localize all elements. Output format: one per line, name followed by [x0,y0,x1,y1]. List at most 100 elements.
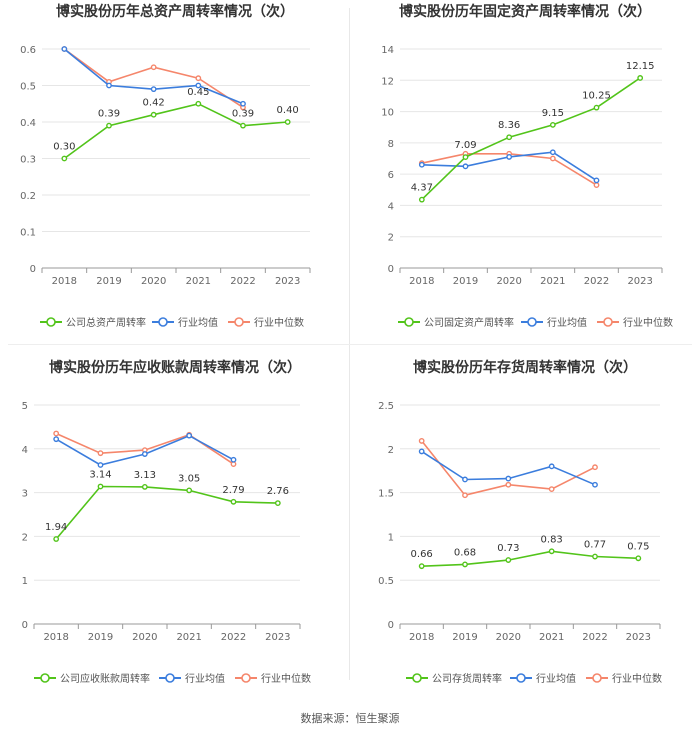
legend-item-industry_median: 行业中位数 [228,316,304,329]
data-label: 0.30 [53,142,75,153]
y-tick-label: 0.2 [20,191,36,202]
data-point-industry_median [462,492,468,499]
x-tick-label: 2022 [582,632,607,643]
x-tick-label: 2022 [230,276,255,287]
legend-label: 公司固定资产周转率 [424,316,514,329]
data-point-industry_avg [97,462,104,468]
data-label: 3.05 [178,473,200,484]
legend-marker [40,673,50,683]
chart-total-asset-turnover: 博实股份历年总资产周转率情况（次） 0 0.1 0.2 0.3 0.4 0.5 0.6 2018… [20,3,311,329]
data-label: 0.73 [497,543,519,554]
legend-label: 行业中位数 [261,672,311,685]
data-label: 0.77 [584,540,606,551]
data-point-company [506,134,513,141]
series-line-company [421,77,641,201]
x-tick-label: 2019 [453,276,478,287]
y-tick-label: 2 [22,532,28,543]
data-point-industry_median [418,438,425,444]
data-point-industry_avg [186,432,193,439]
data-point-company [61,155,68,162]
x-tick-label: 2023 [627,276,652,287]
legend-marker [592,673,602,683]
x-tick-label: 2021 [539,632,564,643]
data-source: 数据来源：恒生聚源 [300,712,400,725]
y-tick-label: 14 [381,45,394,56]
data-label: 9.15 [542,108,564,119]
x-tick-label: 2023 [265,632,290,643]
data-point-industry_avg [548,463,555,470]
data-point-industry_avg [61,46,68,52]
data-point-industry_median [150,64,157,71]
legend-label: 公司应收账款周转率 [60,672,150,685]
y-tick-label: 0.3 [20,155,36,166]
data-point-industry_avg [230,456,237,463]
y-tick-label: 2 [388,233,394,244]
y-tick-label: 3 [22,489,28,500]
data-point-industry_avg [593,177,600,184]
data-label: 0.39 [232,109,254,120]
x-tick-label: 2020 [496,632,521,643]
series-line-company [63,102,288,160]
legend-item-company: 公司固定资产周转率 [398,316,514,329]
data-point-company [418,196,425,203]
legend-label: 公司存货周转率 [432,672,502,685]
data-point-industry_avg [505,475,512,482]
legend-item-company: 公司应收账款周转率 [34,672,150,685]
x-tick-label: 2023 [275,276,300,287]
legend-item-industry_avg: 行业均值 [152,316,218,329]
data-label: 7.09 [454,140,476,151]
legend-item-industry_median: 行业中位数 [235,672,311,685]
data-label: 10.25 [582,91,611,102]
legend-item-industry_median: 行业中位数 [597,316,673,329]
data-point-company [141,484,148,490]
x-tick-label: 2018 [43,632,68,643]
y-tick-label: 4 [22,445,28,456]
legend-marker [527,317,537,327]
x-tick-label: 2020 [141,276,166,287]
data-point-industry_avg [462,476,468,483]
data-label: 0.42 [143,98,165,109]
data-point-industry_median [53,430,60,437]
data-point-industry_median [592,464,598,471]
legend-label: 行业均值 [178,316,218,329]
legend-item-company: 公司存货周转率 [406,672,502,685]
legend-marker [234,317,244,327]
legend-marker [46,317,56,327]
legend-label: 行业中位数 [254,316,304,329]
y-tick-label: 0 [22,620,28,631]
y-tick-label: 1 [22,576,28,587]
chart-title: 博实股份历年应收账款周转率情况（次） [49,359,301,376]
data-point-industry_avg [240,100,246,107]
x-tick-label: 2018 [409,632,434,643]
data-point-company [186,487,193,494]
data-label: 3.13 [134,470,156,481]
data-point-industry_median [549,155,556,162]
data-point-company [462,154,469,160]
legend-item-company: 公司总资产周转率 [40,316,146,329]
x-tick-label: 2020 [132,632,157,643]
data-label: 0.40 [277,105,299,116]
data-label: 0.75 [627,541,649,552]
legend-label: 行业中位数 [612,672,662,685]
x-tick-label: 2023 [626,632,651,643]
data-point-industry_median [593,182,600,188]
data-point-company [593,104,600,111]
y-tick-label: 2.5 [378,401,394,412]
y-tick-label: 5 [22,401,28,412]
legend-label: 行业中位数 [623,316,673,329]
data-point-company [462,561,468,568]
legend-marker [165,673,175,683]
data-point-industry_avg [506,154,513,160]
legend-label: 行业均值 [185,672,225,685]
y-tick-label: 0 [388,264,394,275]
y-tick-label: 0 [388,620,394,631]
y-tick-label: 0.5 [20,82,36,93]
series-line-company [421,550,639,567]
data-label: 0.68 [454,547,476,558]
data-point-industry_avg [195,82,202,89]
legend-marker [158,317,168,327]
data-point-industry_median [548,486,555,492]
chart-title: 博实股份历年固定资产周转率情况（次） [399,3,651,20]
legend-marker [241,673,251,683]
legend-marker [404,317,414,327]
